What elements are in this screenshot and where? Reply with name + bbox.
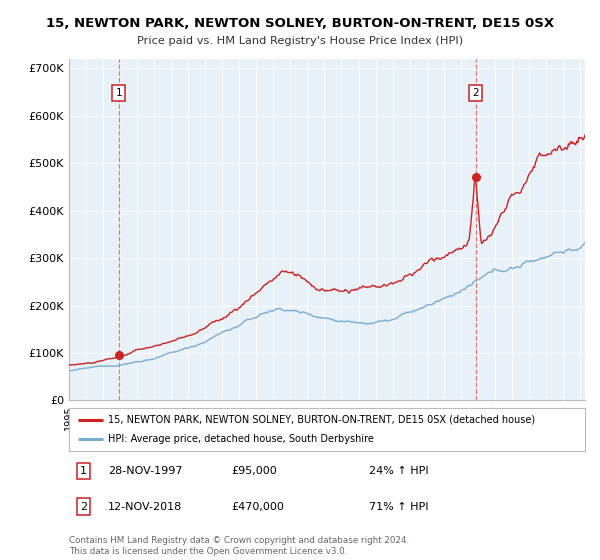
Text: 12-NOV-2018: 12-NOV-2018	[108, 502, 182, 511]
Text: Contains HM Land Registry data © Crown copyright and database right 2024.
This d: Contains HM Land Registry data © Crown c…	[69, 536, 409, 556]
Text: Price paid vs. HM Land Registry's House Price Index (HPI): Price paid vs. HM Land Registry's House …	[137, 36, 463, 46]
Text: 2: 2	[472, 88, 479, 98]
Text: 24% ↑ HPI: 24% ↑ HPI	[369, 466, 428, 476]
Text: £470,000: £470,000	[231, 502, 284, 511]
Text: 1: 1	[80, 466, 87, 476]
Text: 71% ↑ HPI: 71% ↑ HPI	[369, 502, 428, 511]
Text: 15, NEWTON PARK, NEWTON SOLNEY, BURTON-ON-TRENT, DE15 0SX (detached house): 15, NEWTON PARK, NEWTON SOLNEY, BURTON-O…	[108, 415, 535, 424]
Text: 28-NOV-1997: 28-NOV-1997	[108, 466, 182, 476]
Text: 15, NEWTON PARK, NEWTON SOLNEY, BURTON-ON-TRENT, DE15 0SX: 15, NEWTON PARK, NEWTON SOLNEY, BURTON-O…	[46, 17, 554, 30]
Text: 1: 1	[115, 88, 122, 98]
Text: 2: 2	[80, 502, 87, 511]
Text: £95,000: £95,000	[231, 466, 277, 476]
Text: HPI: Average price, detached house, South Derbyshire: HPI: Average price, detached house, Sout…	[108, 434, 374, 444]
